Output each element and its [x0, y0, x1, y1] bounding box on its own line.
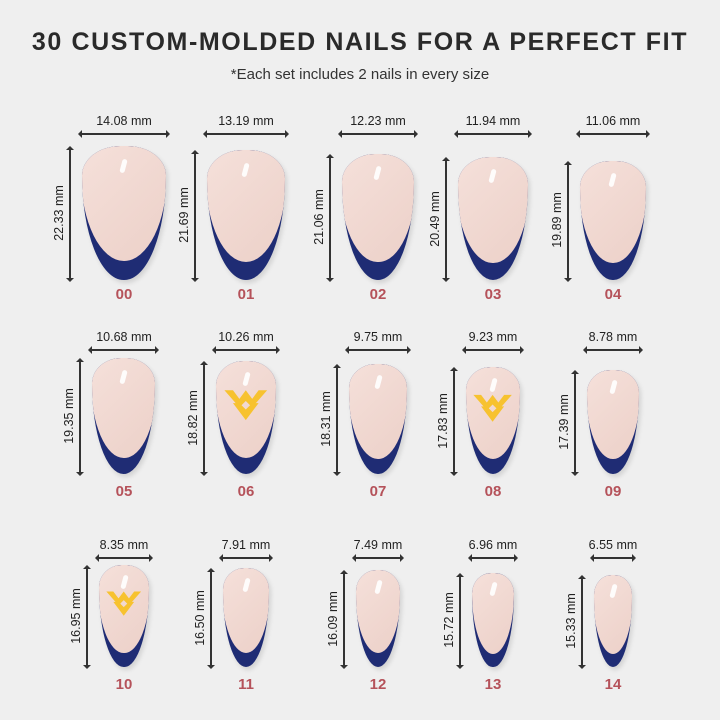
nail-width-label: 7.49 mm	[353, 538, 403, 552]
height-arrow	[564, 160, 573, 283]
nail-height-label: 20.49 mm	[427, 190, 442, 247]
width-arrow	[337, 130, 419, 138]
nail-size-number: 09	[604, 483, 622, 500]
nail-height-label: 19.35 mm	[62, 388, 77, 444]
height-arrow	[199, 361, 208, 476]
nail-width-label: 6.96 mm	[468, 538, 518, 552]
nail-height-label: 15.33 mm	[563, 593, 578, 649]
width-arrow	[468, 554, 518, 562]
nail-size-number: 08	[484, 483, 502, 500]
width-arrow	[583, 346, 643, 354]
nail-width-label: 11.94 mm	[465, 114, 521, 128]
flying-wv-logo-icon	[473, 394, 513, 422]
nail-image	[593, 575, 633, 667]
nail-image	[207, 149, 285, 280]
width-arrow	[203, 130, 289, 138]
nail-width-label: 12.23 mm	[350, 114, 406, 128]
nail-image	[99, 565, 149, 667]
nail-width-label: 7.91 mm	[221, 538, 271, 552]
nail-width-label: 8.78 mm	[588, 330, 638, 344]
nail-size-number: 03	[484, 286, 502, 303]
nail-width-label: 10.26 mm	[218, 330, 274, 344]
height-arrow	[191, 149, 200, 283]
height-arrow	[441, 157, 450, 282]
nail-image	[222, 568, 270, 667]
nail-width-label: 8.35 mm	[99, 538, 149, 552]
width-arrow	[78, 130, 170, 138]
nail-width-label: 11.06 mm	[585, 114, 641, 128]
nail-height-label: 18.82 mm	[185, 389, 200, 446]
nail-width-label: 9.75 mm	[353, 330, 403, 344]
nail-size-number: 02	[369, 286, 387, 303]
nail-height-label: 15.72 mm	[442, 592, 457, 648]
height-arrow	[76, 357, 85, 477]
nail-width-label: 14.08 mm	[96, 114, 152, 128]
width-arrow	[576, 130, 650, 138]
nail-height-label: 16.95 mm	[69, 588, 84, 644]
nail-size-number: 11	[238, 676, 254, 693]
nail-height-label: 18.31 mm	[319, 391, 334, 447]
nail-image	[465, 367, 521, 474]
nail-size-number: 00	[115, 286, 133, 303]
nail-image	[472, 572, 514, 667]
nail-image	[92, 357, 156, 474]
flying-wv-logo-icon	[106, 591, 142, 616]
nail-height-label: 21.06 mm	[311, 189, 326, 245]
nail-size-number: 10	[115, 676, 133, 693]
page-title: 30 CUSTOM-MOLDED NAILS FOR A PERFECT FIT	[31, 28, 689, 56]
nail-size-number: 14	[604, 676, 622, 693]
nail-height-label: 16.09 mm	[325, 590, 340, 647]
page-subtitle: *Each set includes 2 nails in every size	[230, 66, 490, 83]
nail-image	[587, 369, 639, 474]
nail-size-number: 13	[484, 676, 502, 693]
flying-wv-logo-icon	[224, 390, 268, 421]
nail-image	[215, 361, 277, 474]
width-arrow	[345, 346, 411, 354]
nail-width-label: 9.23 mm	[468, 330, 518, 344]
nail-size-number: 12	[369, 676, 387, 693]
nail-size-number: 01	[237, 286, 255, 303]
nail-width-label: 10.68 mm	[96, 330, 152, 344]
nail-size-number: 07	[369, 483, 387, 500]
height-arrow	[206, 568, 215, 669]
height-arrow	[449, 367, 458, 476]
nail-width-label: 13.19 mm	[218, 114, 274, 128]
width-arrow	[461, 346, 525, 354]
width-arrow	[589, 554, 636, 562]
nail-image	[82, 146, 166, 280]
height-arrow	[325, 153, 334, 283]
width-arrow	[351, 554, 405, 562]
nail-image	[341, 153, 415, 280]
height-arrow	[456, 572, 465, 670]
width-arrow	[95, 554, 153, 562]
nail-size-number: 05	[115, 483, 133, 500]
width-arrow	[218, 554, 273, 562]
height-arrow	[339, 570, 348, 669]
height-arrow	[333, 364, 342, 476]
nail-height-label: 21.69 mm	[177, 187, 192, 243]
width-arrow	[453, 130, 533, 138]
nail-image	[580, 160, 646, 280]
nail-height-label: 19.89 mm	[550, 192, 565, 249]
nail-height-label: 17.83 mm	[435, 392, 450, 449]
width-arrow	[211, 346, 280, 354]
nail-width-label: 6.55 mm	[588, 538, 638, 552]
nail-height-label: 22.33 mm	[52, 185, 67, 241]
nail-size-number: 04	[604, 286, 622, 303]
width-arrow	[88, 346, 160, 354]
nail-image	[355, 570, 401, 667]
height-arrow	[571, 369, 580, 477]
nail-height-label: 17.39 mm	[557, 394, 572, 450]
height-arrow	[66, 146, 75, 282]
nail-height-label: 16.50 mm	[192, 589, 207, 646]
height-arrow	[83, 565, 92, 669]
nail-size-number: 06	[237, 483, 255, 500]
height-arrow	[577, 575, 586, 669]
nail-image	[349, 364, 407, 474]
nail-image	[457, 157, 529, 280]
